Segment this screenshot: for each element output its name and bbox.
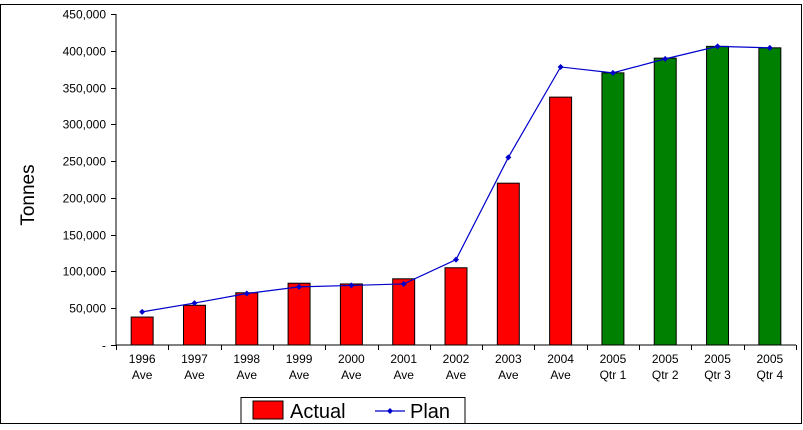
x-tick-label: Qtr 3: [704, 368, 731, 382]
bar-actual: [549, 96, 573, 346]
legend-marker-plan: [387, 408, 393, 414]
bar-actual: [130, 316, 154, 346]
plan-point: [557, 63, 564, 70]
y-tick-label: 100,000: [63, 265, 107, 279]
x-tick-label: 2004: [547, 352, 574, 366]
x-tick-label: Ave: [498, 368, 519, 382]
bar-actual: [601, 72, 625, 346]
bar-actual: [392, 278, 416, 346]
y-tick-label: 50,000: [69, 302, 106, 316]
plan-line-layer: [139, 43, 773, 315]
y-tick-label: 250,000: [63, 155, 107, 169]
x-tick-label-layer: 1996 Ave 1997 Ave 1998 Ave 1999 Ave 2000 Ave 2001 A…: [129, 352, 784, 382]
plan-point: [766, 44, 773, 51]
x-tick-label: 2005: [652, 352, 679, 366]
y-axis-title: Tonnes: [18, 164, 39, 225]
plan-point: [609, 69, 616, 76]
x-tick-label: 1998: [233, 352, 260, 366]
x-tick-label: Ave: [393, 368, 414, 382]
bar-actual: [653, 57, 677, 346]
x-tick-label: Qtr 2: [652, 368, 679, 382]
plan-point: [348, 282, 355, 289]
plan-point: [191, 300, 198, 307]
bar-actual: [339, 283, 363, 346]
x-tick-label: Ave: [550, 368, 571, 382]
bar-actual: [182, 304, 206, 346]
plan-point: [505, 154, 512, 161]
x-tick-label: 2002: [443, 352, 470, 366]
x-tick-label: 2003: [495, 352, 522, 366]
legend-swatch-actual: [252, 400, 284, 420]
y-tick-label: 350,000: [63, 82, 107, 96]
x-tick-label: Qtr 1: [600, 368, 627, 382]
x-tick-label: 1996: [129, 352, 156, 366]
x-tick-label: 2005: [600, 352, 627, 366]
plan-point: [453, 256, 459, 263]
x-tick-label: Ave: [184, 368, 205, 382]
y-tick-label: 200,000: [63, 192, 107, 206]
plan-point: [400, 280, 407, 287]
bar-layer: [130, 45, 782, 346]
x-tick-label: Qtr 4: [757, 368, 784, 382]
bar-actual: [235, 292, 259, 346]
plan-point: [714, 43, 721, 50]
x-tick-label: Ave: [289, 368, 310, 382]
y-tick-label: 300,000: [63, 118, 107, 132]
bar-actual: [758, 47, 782, 346]
x-tick-label: 2005: [756, 352, 783, 366]
x-tick-label: 2005: [704, 352, 731, 366]
bar-actual: [706, 45, 730, 346]
y-tick-layer: - 50,000 100,000 150,000 200,000 250,000 300,0…: [63, 8, 797, 353]
y-tick-label: 150,000: [63, 229, 107, 243]
x-tick-label: Ave: [341, 368, 362, 382]
plan-point: [662, 55, 669, 62]
x-tick-label: Ave: [132, 368, 153, 382]
legend-label-actual: Actual: [290, 401, 346, 423]
bar-actual: [287, 282, 311, 346]
plan-point: [296, 283, 303, 290]
x-tick-label: Ave: [237, 368, 258, 382]
plan-point: [139, 308, 146, 315]
x-tick-label: Ave: [446, 368, 467, 382]
bar-actual: [496, 182, 520, 346]
x-tick-label: 2001: [390, 352, 417, 366]
x-tick-label: 1997: [181, 352, 208, 366]
y-tick-label: 400,000: [63, 45, 107, 59]
y-tick-label: 450,000: [63, 8, 107, 22]
legend: Actual Plan: [240, 397, 466, 424]
x-tick-label: 1999: [286, 352, 313, 366]
bar-actual: [444, 267, 468, 346]
x-tick-label: 2000: [338, 352, 365, 366]
legend-label-plan: Plan: [410, 401, 450, 423]
y-tick-label: -: [102, 339, 106, 353]
plan-point: [243, 290, 250, 297]
